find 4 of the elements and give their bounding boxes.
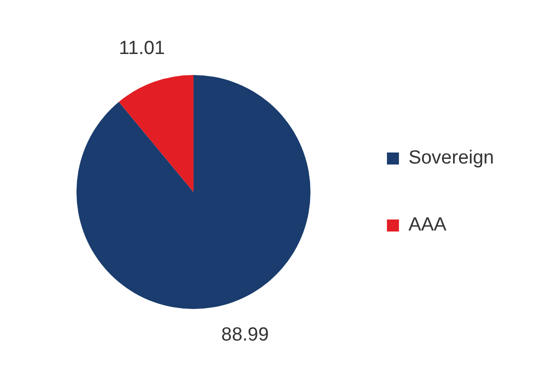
legend-label: Sovereign [408,148,494,169]
legend-label: AAA [408,214,447,236]
data-label: 11.01 [118,38,165,60]
data-label: 88.99 [221,324,269,346]
